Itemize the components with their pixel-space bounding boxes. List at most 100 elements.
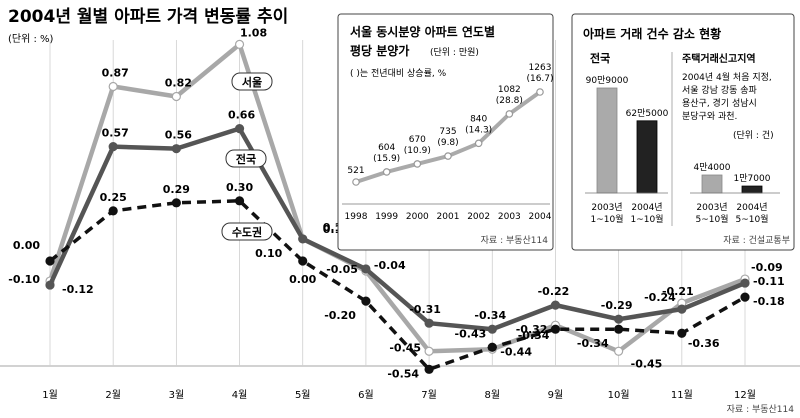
data-point xyxy=(171,144,181,154)
transaction-bar xyxy=(636,120,658,194)
data-point xyxy=(234,39,245,49)
x-tick-label: 3월 xyxy=(169,389,185,401)
price-point xyxy=(474,139,483,148)
data-label: -0.43 xyxy=(455,327,487,340)
data-label: -0.24 xyxy=(644,291,676,304)
bar-value-label: 1만7000 xyxy=(734,173,771,184)
transaction-bar xyxy=(741,185,763,194)
data-point xyxy=(361,264,371,274)
data-point xyxy=(45,256,55,266)
data-label: -0.45 xyxy=(389,341,421,354)
price-growth-label: (16.7) xyxy=(526,74,553,84)
transaction-bar xyxy=(596,87,618,194)
inset-price-title-1: 서울 동시분양 아파트 연도별 xyxy=(350,24,495,39)
data-label: 0.87 xyxy=(102,66,129,79)
data-label: -0.44 xyxy=(500,345,532,358)
data-label: -0.29 xyxy=(601,299,633,312)
data-point xyxy=(234,124,245,134)
series-line-seoul xyxy=(47,42,746,354)
price-year-tick: 2000 xyxy=(406,212,429,222)
note-line-3: 용산구, 경기 성남시 xyxy=(682,97,757,109)
price-value-label: 1263 xyxy=(529,63,552,73)
price-growth-label: (14.3) xyxy=(465,125,492,135)
inset-price-note: ( )는 전년대비 상승률, % xyxy=(350,68,447,79)
price-year-tick: 2002 xyxy=(467,212,490,222)
data-label: 1.08 xyxy=(240,26,267,39)
data-label: -0.31 xyxy=(409,303,441,316)
data-point xyxy=(234,196,245,206)
data-point xyxy=(614,324,624,334)
data-label: -0.54 xyxy=(387,367,419,380)
price-value-label: 735 xyxy=(439,127,456,137)
data-label: 0.00 xyxy=(13,239,40,252)
data-label: -0.10 xyxy=(8,273,40,286)
data-point xyxy=(108,81,118,92)
data-point xyxy=(424,346,434,356)
data-label: -0.09 xyxy=(751,261,783,274)
data-point xyxy=(740,292,750,302)
data-label: 0.00 xyxy=(289,273,316,286)
price-year-tick: 1999 xyxy=(375,212,398,222)
data-label: -0.34 xyxy=(518,329,550,342)
data-label: -0.21 xyxy=(662,285,694,298)
data-point xyxy=(108,206,118,216)
price-point xyxy=(444,152,452,160)
price-growth-label: (15.9) xyxy=(373,154,400,164)
price-year-tick: 2003 xyxy=(498,212,521,222)
data-point xyxy=(550,300,561,310)
data-point xyxy=(424,318,434,328)
data-point xyxy=(108,142,118,152)
main-chart-title: 2004년 월별 아파트 가격 변동률 추이 xyxy=(8,7,288,27)
note-line-1: 2004년 4월 처음 지정, xyxy=(682,71,772,83)
bar-category-label: 2003년 xyxy=(591,202,622,213)
data-label: -0.34 xyxy=(474,309,506,322)
data-label: 0.66 xyxy=(228,109,255,122)
data-point xyxy=(740,278,750,288)
data-label: -0.05 xyxy=(326,263,358,276)
price-point xyxy=(382,168,391,176)
price-point xyxy=(413,160,422,168)
x-tick-label: 4월 xyxy=(232,389,248,401)
data-label: -0.11 xyxy=(753,275,785,288)
note-line-4: 분당구와 과천. xyxy=(682,110,737,122)
inset-price-unit: (단위 : 만원) xyxy=(430,47,479,58)
legend-national: 전국 xyxy=(225,149,267,168)
data-point xyxy=(677,304,687,314)
data-label: -0.34 xyxy=(577,337,609,350)
bar-category-label: 1~10월 xyxy=(631,213,664,225)
series-line-national xyxy=(47,126,746,332)
legend-capital-label: 수도권 xyxy=(232,226,262,239)
x-tick-label: 6월 xyxy=(358,389,374,401)
x-tick-label: 1월 xyxy=(42,389,58,401)
transaction-bar xyxy=(701,174,723,194)
bar-category-label: 1~10월 xyxy=(591,213,624,225)
data-label: 0.57 xyxy=(102,127,129,140)
data-point xyxy=(614,314,624,324)
data-point xyxy=(171,91,181,102)
inset-price-title-2: 평당 분양가 xyxy=(350,43,409,58)
x-tick-label: 7월 xyxy=(421,389,437,401)
price-growth-label: (9.8) xyxy=(437,138,458,148)
group-national-label: 전국 xyxy=(590,51,610,65)
legend-national-label: 전국 xyxy=(236,152,256,166)
inset-transactions-source: 자료 : 건설교통부 xyxy=(723,235,790,246)
legend-capital: 수도권 xyxy=(221,222,273,241)
data-label: -0.04 xyxy=(374,259,406,272)
price-growth-label: (10.9) xyxy=(404,146,431,156)
data-label: 0.30 xyxy=(226,181,253,194)
price-point xyxy=(352,178,360,186)
data-label: 0.10 xyxy=(255,247,282,260)
inset-price-panel: 서울 동시분양 아파트 연도별 평당 분양가 (단위 : 만원) ( )는 전년… xyxy=(337,13,554,251)
x-tick-label: 12월 xyxy=(734,389,756,401)
data-point xyxy=(487,342,497,352)
inset-price-frame xyxy=(337,13,554,251)
data-label: -0.22 xyxy=(538,285,570,298)
data-point xyxy=(361,296,371,306)
inset-transactions-unit: (단위 : 건) xyxy=(733,130,774,141)
price-year-tick: 2001 xyxy=(437,212,460,222)
data-label: -0.45 xyxy=(631,357,663,370)
price-value-label: 604 xyxy=(378,143,395,153)
price-value-label: 1082 xyxy=(498,85,521,95)
